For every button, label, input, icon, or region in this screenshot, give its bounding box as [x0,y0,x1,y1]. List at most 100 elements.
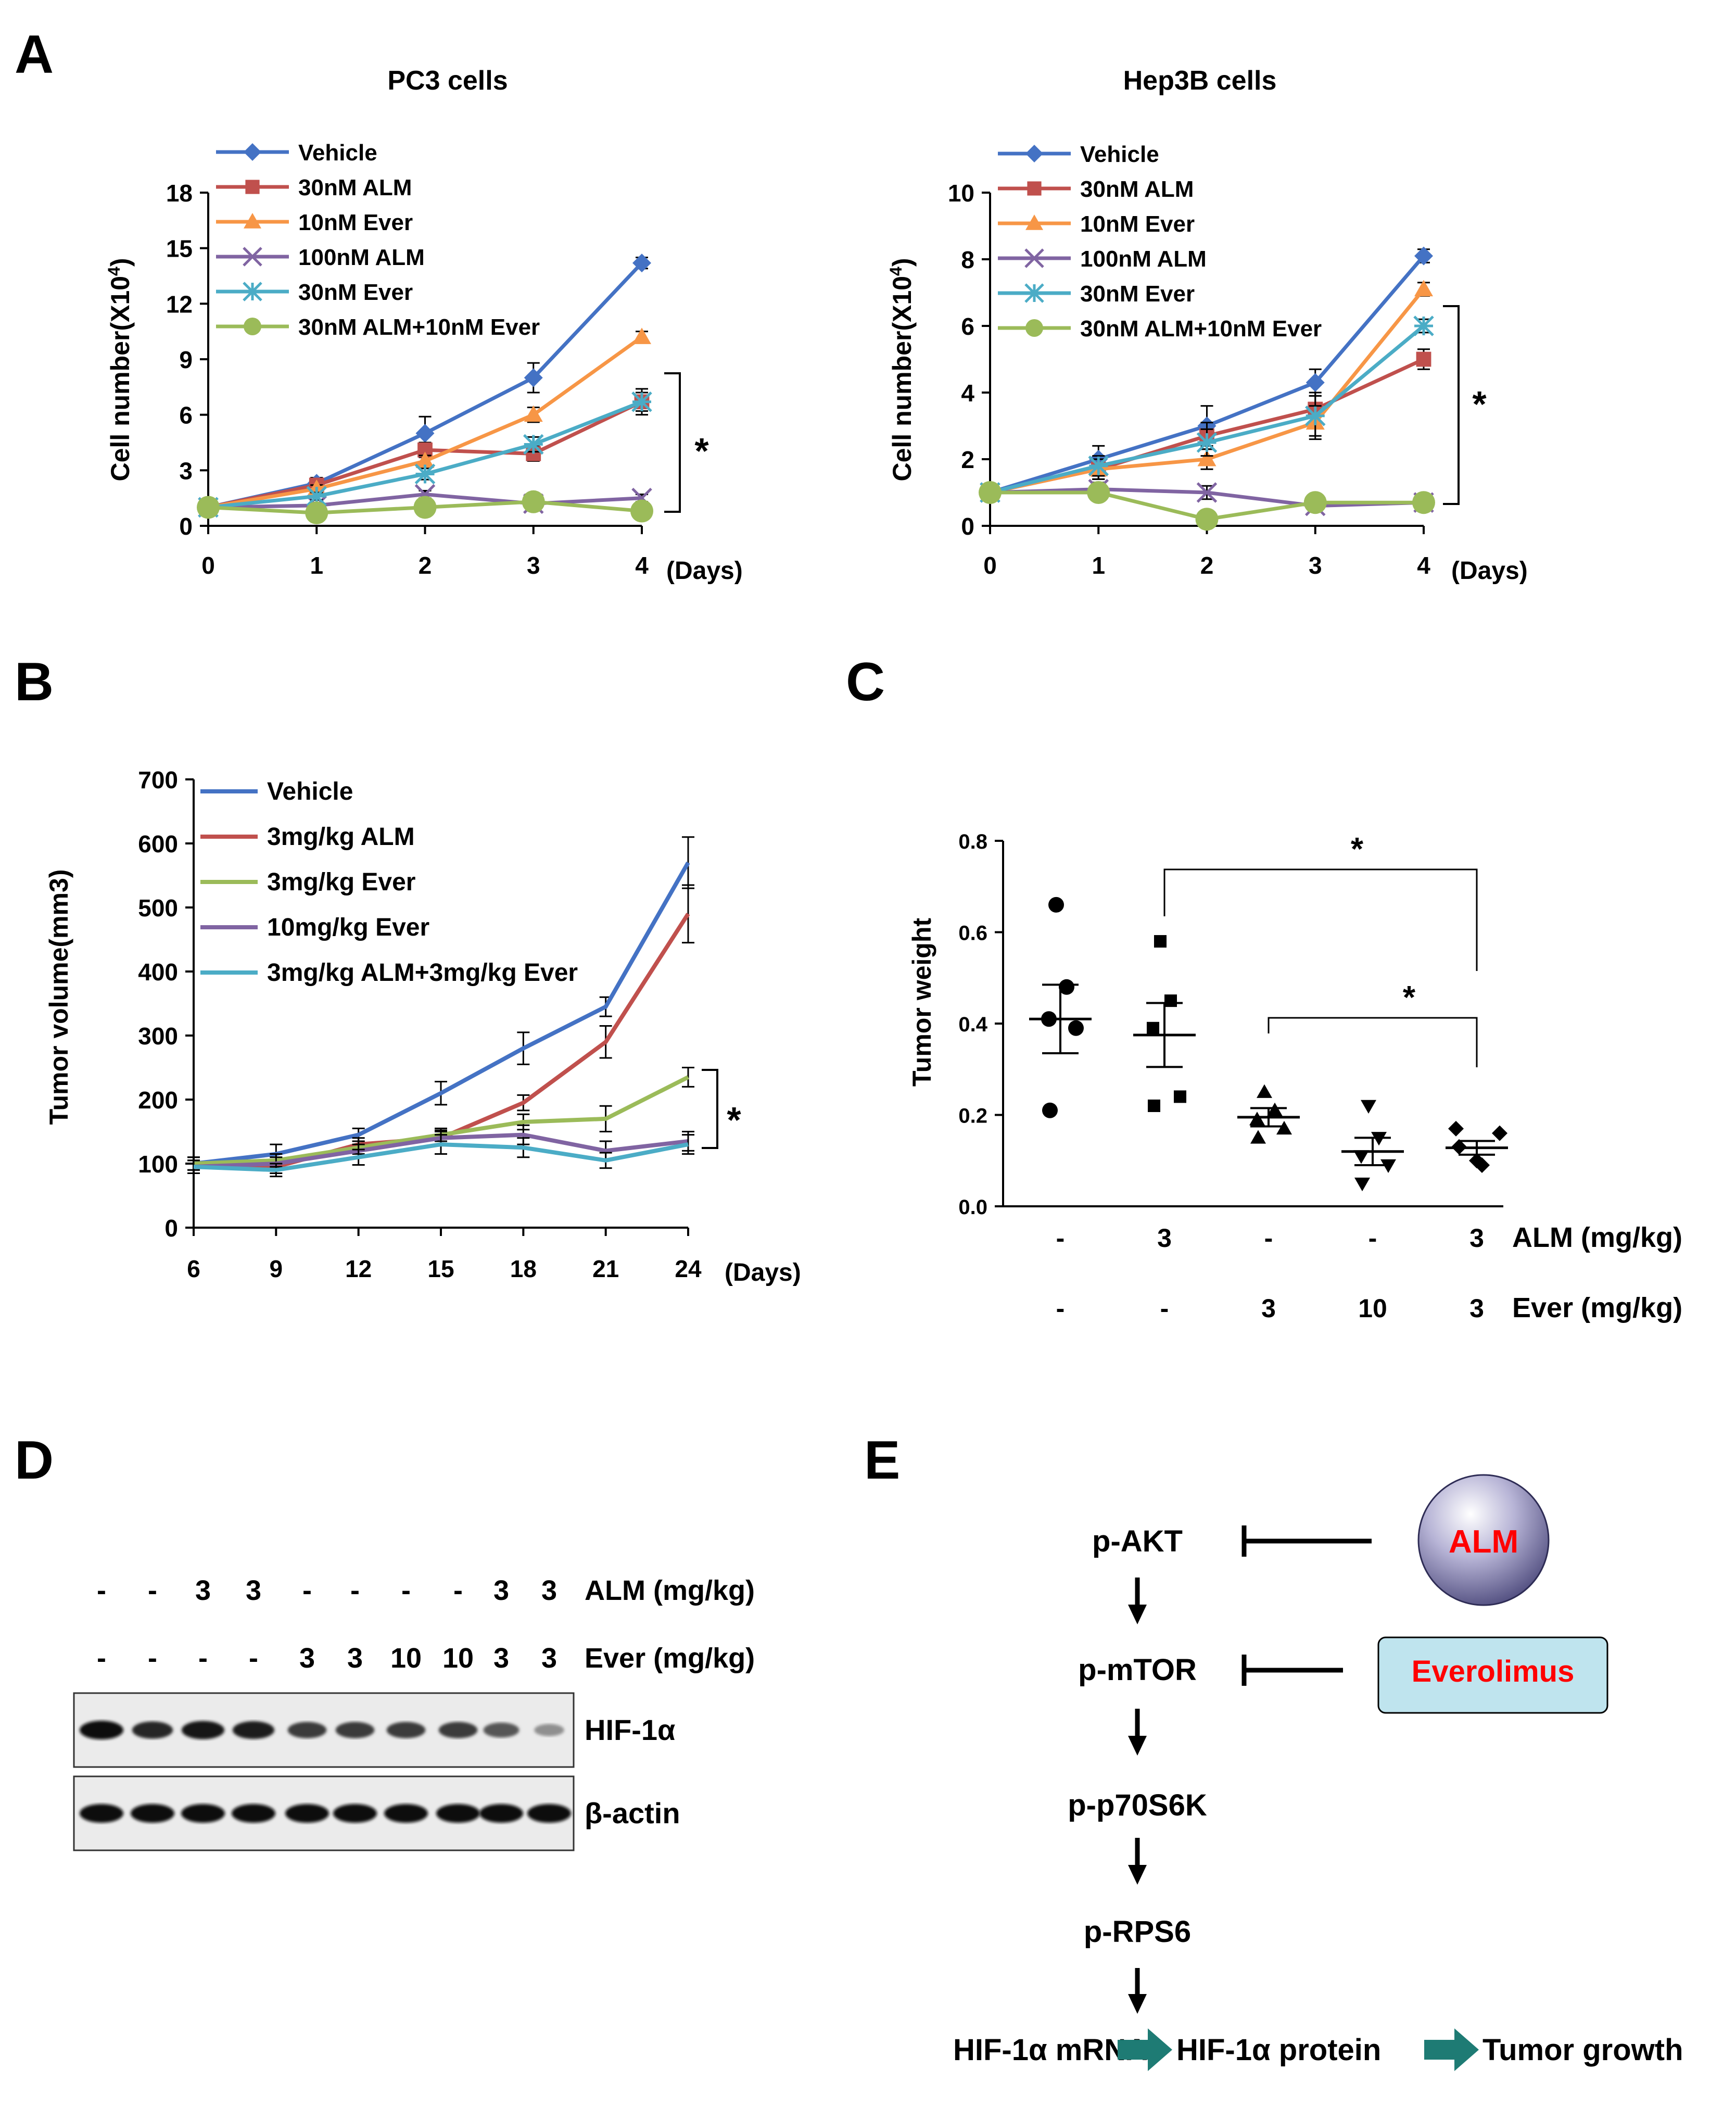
marker-star [243,282,262,301]
x-tick-label: 12 [345,1255,372,1282]
y-tick-label: 0.2 [958,1105,987,1128]
blot-band [438,1722,478,1738]
legend-entry: Vehicle [200,778,353,805]
marker-circle [197,496,220,519]
ever-dose: - [1160,1294,1169,1323]
ever-row-label: Ever (mg/kg) [585,1643,755,1674]
y-tick-label: 300 [138,1023,178,1050]
marker-square [1148,1099,1160,1112]
y-tick-label: 8 [961,246,974,273]
x-tick-label: 9 [270,1255,283,1282]
lane-ever-dose: 10 [390,1643,422,1674]
series [981,280,1433,500]
marker-circle [1412,491,1435,514]
y-tick-label: 0 [164,1215,178,1242]
blot-band [335,1722,375,1738]
chart-tumor-weight: Tumor weight 0.0 0.2 0.4 0.6 0.8 * * - - 3 - - 3 - 1… [907,830,1682,1323]
marker-triangle [1257,1084,1272,1098]
marker-triangle-down [1353,1150,1369,1164]
marker-diamond [1306,373,1325,392]
lane-ever-dose: 3 [541,1643,557,1674]
bracket-line [1163,868,1478,971]
series [187,1134,694,1178]
marker-triangle [1276,1120,1292,1135]
marker-star [1413,316,1434,336]
x-tick-label: 0 [983,552,997,579]
marker-circle [244,318,261,335]
marker-circle [1059,979,1074,995]
marker-star [1196,432,1218,453]
y-tick-label: 18 [166,180,193,207]
blot-band [181,1804,225,1823]
marker-circle [1195,508,1219,531]
panel-letter-b: B [15,652,54,712]
chart-hep3b: Hep3B cells Cell number(X104) 0 2 4 6 8 10 0 1… [886,66,1528,585]
marker-diamond [1414,246,1433,266]
row-label-ever: Ever (mg/kg) [1512,1292,1682,1323]
legend-label: 30nM ALM [298,175,412,200]
marker-star [523,434,544,455]
ever-dose: 10 [1358,1294,1387,1323]
blot-band [131,1804,174,1823]
legend-entry: 30nM ALM [216,175,412,200]
ever-dose: 3 [1261,1294,1276,1323]
blot-band [232,1721,275,1739]
y-tick-label: 4 [961,380,974,407]
x-tick-label: 15 [427,1255,454,1282]
arrow-down [1128,1838,1147,1885]
node-p-mtor: p-mTOR [1078,1653,1197,1687]
teal-arrow-icon [1118,2028,1172,2071]
marker-x-stroke [1024,248,1044,268]
legend-label: 30nM Ever [1080,281,1195,307]
marker-circle [1025,319,1043,337]
marker-triangle [524,405,543,422]
scatter-group [1237,1084,1300,1144]
alm-dose: - [1264,1223,1273,1253]
inhibition-line-alm [1241,1525,1372,1557]
x-tick-label: 4 [1417,552,1430,579]
teal-arrow-icon [1424,2028,1479,2071]
lane-alm-dose: - [453,1575,463,1606]
significance-bracket [664,372,681,513]
blot-band [232,1804,275,1823]
marker-star [1304,406,1326,426]
marker-x [243,247,262,267]
x-tick-label: 0 [201,552,215,579]
marker-x [1024,248,1044,268]
arrow-down [1128,1578,1147,1624]
marker-square [1154,935,1167,948]
marker-diamond [415,424,435,443]
series [197,490,653,525]
marker-star [1088,456,1109,476]
y-axis-label: Tumor volume(mm3) [44,869,73,1125]
scatter-group [1446,1120,1508,1174]
lane-ever-dose: - [249,1643,258,1674]
marker-diamond [244,143,261,161]
x-tick-label: 24 [675,1255,702,1282]
node-p-p70s6k: p-p70S6K [1068,1788,1207,1822]
marker-square [245,180,260,194]
blot-row: β-actin [73,1775,680,1851]
blot-band [287,1722,327,1738]
lane-alm-dose: - [97,1575,106,1606]
significance-bracket [1443,305,1460,505]
alm-dose: - [1056,1223,1065,1253]
x-tick-label: 2 [419,552,432,579]
marker-star [414,463,436,485]
y-tick-label: 6 [961,313,974,340]
legend-entry: 100nM ALM [998,246,1207,272]
legend-label: 30nM ALM+10nM Ever [1080,316,1322,342]
legend-entry: 3mg/kg ALM [200,823,415,851]
lane-alm-dose: - [401,1575,411,1606]
marker-circle [1048,897,1064,913]
legend-entry: 10mg/kg Ever [200,914,429,941]
marker-square [1174,1090,1186,1103]
lane-ever-dose: 3 [299,1643,315,1674]
marker-diamond [1025,145,1043,162]
panel-letter-e: E [864,1430,900,1491]
legend-entry: 3mg/kg ALM+3mg/kg Ever [200,959,578,987]
significance-star: * [694,431,709,471]
marker-square [1416,351,1431,367]
lane-ever-dose: 10 [442,1643,474,1674]
